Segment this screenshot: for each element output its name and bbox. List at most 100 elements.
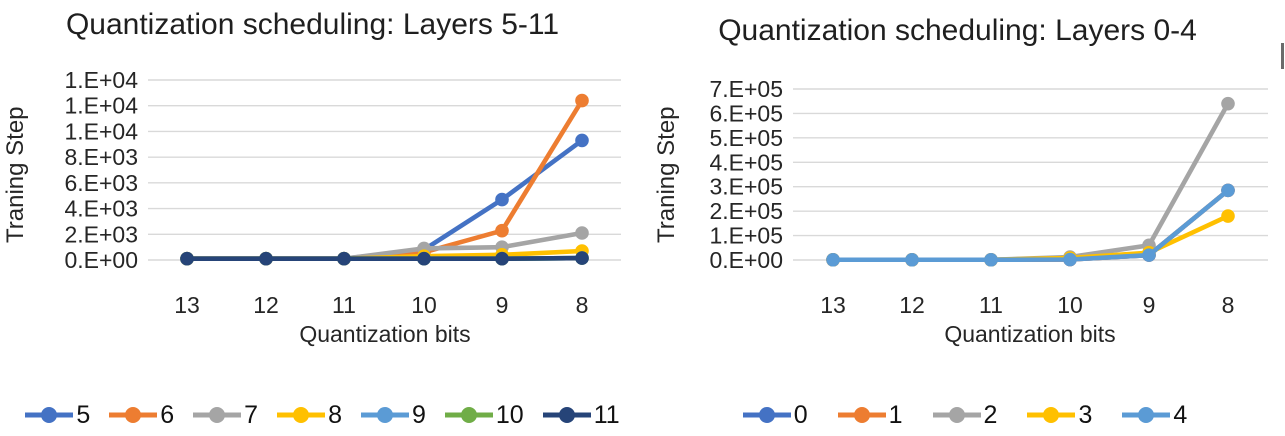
- legend-marker-icon: [837, 407, 886, 423]
- x-tick-label: 13: [174, 292, 200, 318]
- y-tick-label: 4.E+05: [709, 149, 783, 175]
- legend-marker-icon: [444, 407, 493, 423]
- x-tick-label: 11: [332, 292, 356, 318]
- y-tick-label: 6.E+03: [64, 170, 138, 196]
- legend-label: 10: [495, 400, 524, 429]
- y-tick-label: 7.E+05: [709, 76, 783, 102]
- y-tick-label: 6.E+05: [709, 100, 783, 126]
- y-tick-label: 5.E+05: [709, 125, 783, 151]
- legend-label: 11: [593, 400, 620, 429]
- data-point-6: [495, 223, 509, 238]
- y-tick-label: 1.E+05: [709, 223, 783, 249]
- chart-title: Quantization scheduling: Layers 5-11: [65, 8, 560, 41]
- legend-item-11: 11: [542, 400, 620, 429]
- legend-item-8: 8: [277, 400, 342, 429]
- legend-item-0: 0: [742, 400, 808, 429]
- legend-label: 2: [983, 400, 998, 429]
- data-point-11: [180, 251, 194, 266]
- y-tick-label: 0.E+00: [64, 247, 138, 273]
- y-tick-label: 4.E+03: [64, 196, 138, 222]
- x-tick-label: 8: [1222, 292, 1235, 318]
- legend-label: 8: [328, 400, 342, 429]
- x-axis-title: Quantization bits: [944, 321, 1116, 347]
- legend-label: 4: [1173, 400, 1188, 429]
- series-line-11: [187, 255, 583, 262]
- series-line-4: [833, 188, 1230, 263]
- legend-item-3: 3: [1027, 400, 1093, 429]
- legend-item-4: 4: [1122, 400, 1188, 429]
- legend-item-7: 7: [193, 400, 259, 429]
- legend: 0 1 2 3 4: [645, 398, 1285, 432]
- data-point-4: [1063, 252, 1077, 267]
- legend-label: 9: [411, 400, 426, 429]
- plot-area: 1.E+041.E+041.E+048.E+036.E+034.E+032.E+…: [64, 67, 621, 318]
- y-tick-label: 2.E+05: [709, 198, 783, 224]
- series-line-1: [833, 188, 1230, 263]
- legend-label: 1: [888, 400, 903, 429]
- legend: 5 6 7 8 9 10 11: [0, 398, 645, 432]
- x-axis-title: Quantization bits: [299, 321, 471, 347]
- x-tick-label: 12: [253, 292, 279, 318]
- x-tick-label: 11: [979, 292, 1003, 318]
- x-tick-label: 9: [496, 292, 509, 318]
- legend-label: 6: [160, 400, 175, 429]
- data-point-4: [984, 252, 998, 267]
- legend-label: 0: [793, 400, 808, 429]
- legend-item-5: 5: [25, 400, 91, 429]
- data-point-3: [1221, 209, 1235, 223]
- legend-marker-icon: [742, 407, 791, 423]
- series-line-0: [833, 188, 1230, 263]
- legend-item-9: 9: [360, 400, 426, 429]
- y-tick-label: 0.E+00: [709, 247, 783, 273]
- legend-marker-icon: [932, 407, 981, 423]
- data-point-7: [575, 226, 589, 240]
- y-tick-label: 8.E+03: [64, 144, 138, 170]
- data-point-11: [337, 251, 351, 266]
- x-tick-label: 10: [411, 292, 437, 318]
- data-point-6: [575, 93, 589, 108]
- legend-item-6: 6: [109, 400, 175, 429]
- data-point-4: [1221, 183, 1235, 198]
- data-point-11: [495, 251, 509, 266]
- x-tick-label: 8: [576, 292, 589, 318]
- y-tick-label: 1.E+04: [64, 93, 138, 119]
- x-tick-label: 12: [899, 292, 925, 318]
- y-tick-label: 2.E+03: [64, 221, 138, 247]
- chart-title: Quantization scheduling: Layers 0-4: [718, 14, 1197, 47]
- legend-marker-icon: [277, 407, 326, 423]
- data-point-11: [417, 251, 431, 266]
- plot-area: 7.E+056.E+055.E+054.E+053.E+052.E+051.E+…: [709, 76, 1268, 318]
- legend-label: 5: [76, 400, 91, 429]
- legend-marker-icon: [1122, 407, 1171, 423]
- legend-item-2: 2: [932, 400, 998, 429]
- data-point-2: [1221, 96, 1235, 111]
- legend-label: 7: [244, 400, 259, 429]
- data-point-4: [1142, 248, 1156, 262]
- left-chart: Quantization scheduling: Layers 5-11 Tra…: [0, 8, 645, 432]
- x-tick-label: 13: [820, 292, 846, 318]
- series-line-6: [187, 99, 584, 262]
- legend-marker-icon: [193, 407, 242, 423]
- y-tick-label: 1.E+04: [64, 118, 138, 144]
- x-tick-label: 9: [1143, 292, 1156, 318]
- data-point-4: [905, 252, 919, 267]
- legend-label: 3: [1078, 400, 1093, 429]
- data-point-5: [575, 133, 589, 148]
- x-tick-label: 10: [1057, 292, 1083, 318]
- legend-marker-icon: [109, 407, 158, 423]
- y-tick-label: 1.E+04: [64, 67, 138, 93]
- legend-item-1: 1: [837, 400, 903, 429]
- data-point-11: [575, 251, 589, 265]
- legend-marker-icon: [25, 407, 74, 423]
- legend-marker-icon: [1027, 407, 1076, 423]
- legend-item-10: 10: [444, 400, 524, 429]
- data-point-5: [495, 192, 509, 207]
- data-point-4: [826, 252, 840, 267]
- data-point-11: [259, 251, 273, 266]
- cropped-edge-element: [1281, 43, 1284, 69]
- legend-marker-icon: [360, 407, 409, 423]
- y-tick-label: 3.E+05: [709, 174, 783, 200]
- legend-marker-icon: [542, 407, 591, 423]
- right-chart: Quantization scheduling: Layers 0-4 Tran…: [645, 0, 1285, 436]
